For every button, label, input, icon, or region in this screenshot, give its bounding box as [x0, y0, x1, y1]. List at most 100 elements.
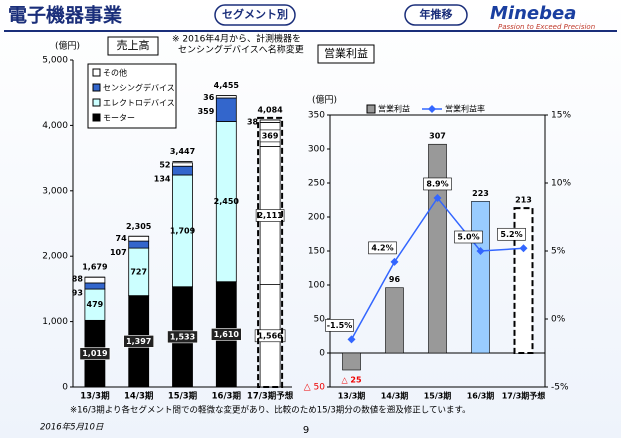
data-label: 8.9%: [426, 179, 448, 188]
x-tick-label: 15/3期: [424, 391, 452, 401]
bar-segment: [172, 165, 193, 176]
legend-label: 営業利益: [378, 104, 410, 114]
data-label: 307: [429, 132, 446, 141]
y2-tick-label: 15%: [551, 111, 571, 121]
data-label: 1,533: [170, 332, 195, 341]
chart-title-box: [107, 36, 159, 56]
x-tick-label: 15/3期: [168, 391, 198, 402]
total-label: 4,084: [257, 105, 283, 114]
tagline: Passion to Exceed Precision: [498, 23, 595, 31]
data-label: 93: [72, 289, 83, 298]
footer-note: ※16/3期より各セグメント間での軽微な変更があり、比較のため15/3期分の数値…: [70, 405, 471, 416]
y-tick-label: 1,000: [42, 317, 68, 327]
bar: [385, 287, 404, 354]
y2-tick-label: 5%: [551, 247, 566, 257]
bar-segment: [172, 162, 193, 167]
data-label: 2,111: [257, 211, 283, 220]
data-label: 1,610: [214, 330, 240, 339]
data-label: -1.5%: [327, 321, 353, 330]
legend-label: センシングデバイス: [103, 83, 175, 93]
y-tick-label: 5,000: [42, 56, 68, 66]
data-label: 1,566: [257, 331, 283, 340]
data-label: 727: [130, 267, 147, 276]
y-tick-label: 0: [319, 349, 325, 359]
line-marker: [433, 193, 442, 202]
total-label: 2,305: [126, 222, 152, 231]
data-label: 38: [247, 117, 259, 126]
data-label: 88: [72, 275, 84, 284]
data-label: 359: [198, 107, 215, 116]
bar-segment: [84, 282, 106, 290]
legend-label: モーター: [103, 114, 135, 123]
x-tick-label: 17/3期予想: [502, 391, 546, 401]
data-label: 1,397: [126, 337, 151, 346]
y-tick-label: △ 50: [304, 383, 326, 393]
legend-box: [87, 63, 177, 129]
y-tick-label: 2,000: [42, 252, 68, 262]
chart-title: 売上高: [117, 38, 150, 52]
legend-swatch: [92, 113, 101, 122]
chart-title-box: [317, 44, 375, 64]
y-tick-label: 250: [308, 179, 325, 189]
bar: [471, 201, 490, 354]
label-box: [368, 241, 397, 255]
y-axis-label: (億円): [55, 40, 80, 52]
legend-swatch: [366, 104, 376, 114]
chart-title: 営業利益: [324, 46, 368, 60]
bar-segment: [84, 276, 106, 284]
forecast-outline: [257, 116, 284, 388]
y-tick-label: 100: [308, 281, 325, 291]
legend-marker: [428, 105, 436, 113]
label-box: [259, 129, 281, 143]
y2-tick-label: 0%: [551, 315, 566, 325]
bar: [342, 352, 361, 371]
bar: [513, 207, 534, 354]
data-label: △ 25: [341, 376, 362, 385]
data-label: 5.2%: [500, 230, 522, 239]
note: センシングデバイスへ名称変更: [178, 44, 304, 56]
x-tick-label: 16/3期: [467, 391, 495, 401]
line-marker: [519, 244, 528, 253]
badge-text: セグメント別: [222, 7, 288, 21]
data-label: 4.2%: [371, 243, 393, 252]
line-marker: [347, 335, 356, 344]
data-label: 479: [87, 300, 104, 309]
badge-text: 年推移: [420, 7, 453, 21]
y2-tick-label: -5%: [551, 383, 569, 393]
x-tick-label: 13/3期: [80, 391, 110, 402]
legend-swatch: [92, 98, 101, 107]
legend-label: その他: [103, 68, 127, 78]
y-tick-label: 350: [308, 111, 325, 121]
x-tick-label: 13/3期: [338, 391, 366, 401]
date: 2016年5月10日: [40, 422, 104, 433]
total-label: 4,455: [214, 81, 240, 90]
data-label: 2,450: [214, 197, 240, 206]
data-label: 223: [472, 189, 489, 198]
label-box: [211, 328, 242, 341]
data-label: 1,019: [82, 349, 108, 358]
note: ※ 2016年4月から、計測機器を: [172, 33, 301, 45]
y-tick-label: 50: [314, 315, 326, 325]
y-tick-label: 3,000: [42, 186, 68, 196]
data-label: 1,709: [170, 226, 196, 235]
label-box: [167, 330, 198, 344]
total-label: 1,679: [82, 263, 108, 272]
y-tick-label: 150: [308, 247, 325, 257]
label-box: [79, 347, 111, 360]
title: 電子機器事業: [8, 4, 123, 27]
label-box: [423, 177, 452, 191]
bar-segment: [128, 240, 150, 249]
y-tick-label: 300: [308, 145, 325, 155]
label-box: [255, 209, 285, 222]
y-tick-label: 4,000: [42, 121, 68, 131]
y-tick-label: 200: [308, 213, 325, 223]
y-axis-label: (億円): [312, 94, 337, 106]
x-tick-label: 16/3期: [212, 391, 242, 402]
label-box: [325, 319, 354, 332]
line-marker: [476, 247, 485, 255]
legend-swatch: [92, 83, 101, 92]
label-box: [454, 230, 483, 244]
bar: [428, 143, 447, 354]
